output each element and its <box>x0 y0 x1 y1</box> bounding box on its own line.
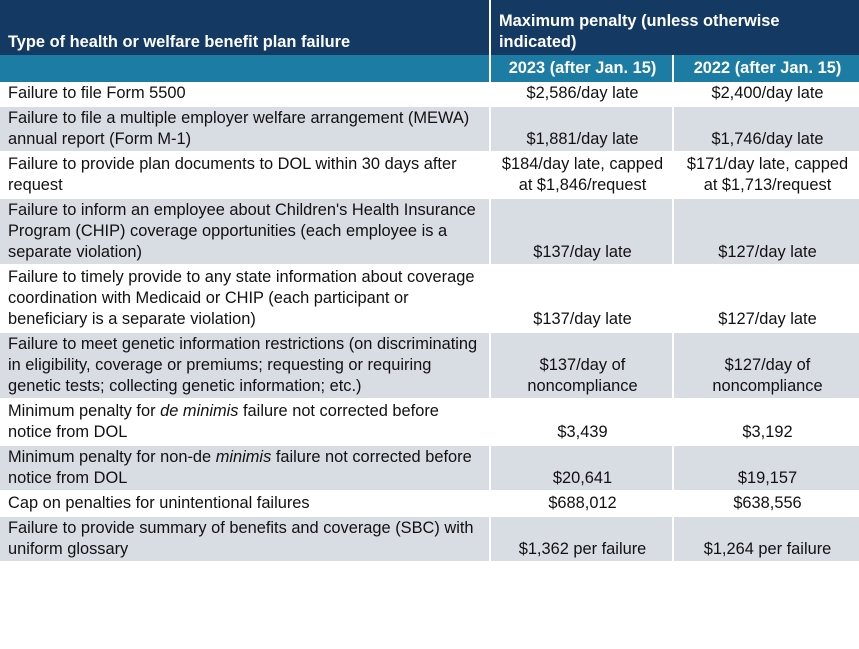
penalty-cell: $1,264 per failure <box>673 516 859 563</box>
text-segment: Failure to inform an employee about Chil… <box>8 201 476 261</box>
penalty-cell: $137/day late <box>490 265 674 333</box>
table-row: Cap on penalties for unintentional failu… <box>0 491 859 517</box>
penalty-cell: $1,746/day late <box>673 106 859 153</box>
penalty-cell: $137/day late <box>490 198 674 266</box>
penalty-cell: $2,400/day late <box>673 82 859 107</box>
text-segment: Failure to meet genetic information rest… <box>8 335 478 395</box>
table-row: Minimum penalty for non-de minimis failu… <box>0 445 859 492</box>
failure-cell: Failure to timely provide to any state i… <box>0 265 491 333</box>
penalty-cell: $688,012 <box>490 491 674 517</box>
year-header: 2023 (after Jan. 15) <box>490 55 674 82</box>
failure-cell: Failure to file Form 5500 <box>0 82 491 107</box>
penalty-cell: $2,586/day late <box>490 82 674 107</box>
table-row: Failure to inform an employee about Chil… <box>0 198 859 266</box>
failure-cell: Minimum penalty for non-de minimis failu… <box>0 445 491 492</box>
text-segment: Failure to timely provide to any state i… <box>8 268 475 328</box>
penalty-cell: $3,192 <box>673 399 859 446</box>
penalty-cell: $184/day late, capped at $1,846/request <box>490 152 674 199</box>
failure-cell: Failure to meet genetic information rest… <box>0 332 491 400</box>
table-row: Failure to provide summary of benefits a… <box>0 516 859 563</box>
failure-cell: Failure to provide summary of benefits a… <box>0 516 491 563</box>
header-cell: Maximum penalty (unless otherwise indica… <box>490 0 859 55</box>
text-segment: Cap on penalties for unintentional failu… <box>8 494 310 512</box>
failure-cell: Failure to inform an employee about Chil… <box>0 198 491 266</box>
table-row: Failure to provide plan documents to DOL… <box>0 152 859 199</box>
penalty-cell: $20,641 <box>490 445 674 492</box>
failure-cell: Failure to provide plan documents to DOL… <box>0 152 491 199</box>
text-segment: failure not corrected before notice from… <box>8 448 472 487</box>
table-row: Failure to file Form 5500 $2,586/day late… <box>0 82 859 107</box>
text-segment: de minimis <box>160 402 239 420</box>
text-segment: Failure to provide summary of benefits a… <box>8 519 474 558</box>
penalty-cell: $19,157 <box>673 445 859 492</box>
penalty-cell: $127/day late <box>673 198 859 266</box>
table-row: Failure to timely provide to any state i… <box>0 265 859 333</box>
penalty-cell: $127/day late <box>673 265 859 333</box>
failure-cell: Cap on penalties for unintentional failu… <box>0 491 491 517</box>
text-segment: Failure to file Form 5500 <box>8 84 186 102</box>
penalty-cell: $1,362 per failure <box>490 516 674 563</box>
table-row: Minimum penalty for de minimis failure n… <box>0 399 859 446</box>
text-segment: Minimum penalty for <box>8 402 161 420</box>
table-row: Failure to meet genetic information rest… <box>0 332 859 400</box>
text-segment: Minimum penalty for non-de <box>8 448 216 466</box>
table-row: Failure to file a multiple employer welf… <box>0 106 859 153</box>
penalty-cell: $638,556 <box>673 491 859 517</box>
header-cell: Type of health or welfare benefit plan f… <box>0 0 491 55</box>
text-segment: Failure to provide plan documents to DOL… <box>8 155 457 194</box>
failure-cell: Failure to file a multiple employer welf… <box>0 106 491 153</box>
text-segment: Failure to file a multiple employer welf… <box>8 109 470 148</box>
penalty-cell: $137/day of noncompliance <box>490 332 674 400</box>
text-segment: failure not corrected before notice from… <box>8 402 439 441</box>
header-cell <box>0 55 491 82</box>
failure-cell: Minimum penalty for de minimis failure n… <box>0 399 491 446</box>
penalty-cell: $3,439 <box>490 399 674 446</box>
penalty-cell: $127/day of noncompliance <box>673 332 859 400</box>
table-body: Failure to file Form 5500 $2,586/day late… <box>0 82 859 563</box>
year-header: 2022 (after Jan. 15) <box>673 55 859 82</box>
penalty-table: Type of health or welfare benefit plan f… <box>0 0 859 563</box>
penalty-cell: $171/day late, capped at $1,713/request <box>673 152 859 199</box>
penalty-cell: $1,881/day late <box>490 106 674 153</box>
text-segment: minimis <box>215 448 272 466</box>
